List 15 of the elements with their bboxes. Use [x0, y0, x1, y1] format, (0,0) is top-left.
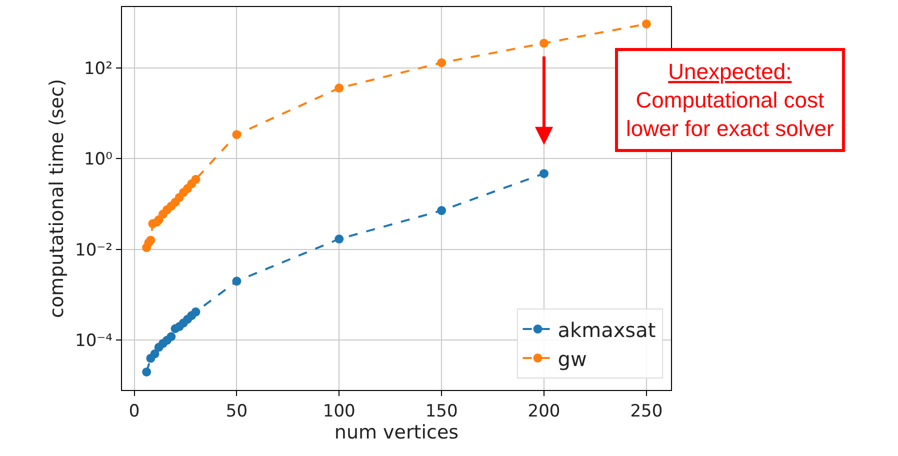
x-tick-label: 150 — [425, 402, 458, 422]
x-axis-title: num vertices — [334, 422, 459, 444]
annotation: Unexpected: Computational cost lower for exact solver — [626, 59, 834, 142]
y-tick-label: 10⁻⁴ — [75, 331, 113, 352]
x-tick-label: 50 — [226, 402, 248, 422]
x-tick-label: 100 — [322, 402, 356, 422]
x-tick-label: 0 — [128, 402, 140, 422]
y-axis-title: computational time (sec) — [46, 79, 68, 318]
x-tick-label: 200 — [528, 402, 560, 422]
legend-label: akmaxsat — [558, 318, 656, 342]
legend-label: gw — [558, 346, 587, 371]
y-tick-label: 10⁻² — [75, 240, 112, 260]
x-tick-label: 250 — [630, 402, 663, 422]
y-tick-label: 10² — [84, 58, 112, 79]
y-tick-label: 10⁰ — [84, 150, 113, 170]
